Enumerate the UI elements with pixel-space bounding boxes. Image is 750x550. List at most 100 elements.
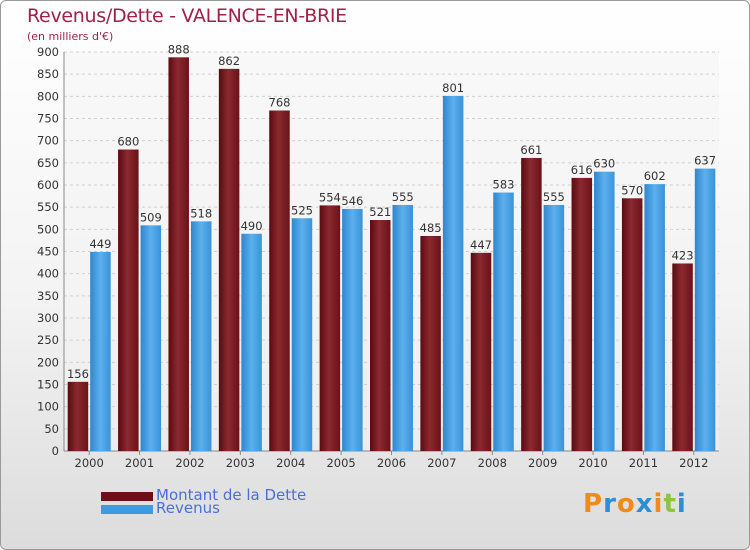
bar-dette — [420, 235, 441, 451]
bar-revenus — [90, 251, 111, 451]
bar-dette — [218, 68, 240, 451]
x-tick-label: 2006 — [377, 456, 406, 470]
x-tick-label: 2003 — [226, 456, 255, 470]
logo-letter: t — [663, 489, 677, 519]
y-tick-label: 600 — [37, 178, 59, 192]
bar-dette — [470, 252, 492, 451]
bar-dette — [521, 157, 542, 451]
legend-label-dette: Montant de la Dette — [156, 486, 307, 504]
logo-letter: r — [603, 489, 617, 519]
gridlines — [63, 51, 719, 452]
data-label: 546 — [341, 194, 363, 208]
proxiti-logo: Proxiti — [583, 489, 687, 519]
bar-revenus — [392, 204, 413, 451]
y-tick-label: 100 — [37, 400, 59, 414]
data-label: 509 — [140, 210, 162, 224]
legend-label-revenus: Revenus — [156, 499, 220, 517]
y-tick-label: 250 — [37, 333, 59, 347]
data-label: 554 — [319, 190, 341, 204]
x-tick-label: 2001 — [125, 456, 154, 470]
y-tick-label: 200 — [37, 355, 59, 369]
bar-revenus — [241, 233, 262, 451]
data-label: 583 — [493, 178, 515, 192]
y-tick-label: 800 — [37, 89, 59, 103]
bar-dette — [168, 57, 189, 451]
bar-revenus — [342, 208, 363, 451]
y-tick-label: 550 — [37, 200, 59, 214]
data-label: 661 — [520, 143, 542, 157]
bar-dette — [319, 205, 341, 451]
data-label: 570 — [621, 183, 643, 197]
data-label: 490 — [241, 219, 263, 233]
bar-revenus — [493, 192, 514, 451]
y-tick-label: 450 — [37, 245, 59, 259]
y-tick-label: 650 — [37, 156, 59, 170]
bar-dette — [672, 263, 693, 451]
logo-letter: i — [676, 489, 687, 519]
data-label: 862 — [218, 54, 240, 68]
data-label: 616 — [571, 163, 593, 177]
data-label: 555 — [392, 190, 414, 204]
y-tick-label: 850 — [37, 67, 59, 81]
bar-dette — [571, 177, 593, 451]
y-tick-label: 700 — [37, 134, 59, 148]
x-tick-label: 2007 — [427, 456, 456, 470]
bar-dette — [621, 198, 643, 451]
legend-swatch-revenus — [101, 505, 153, 514]
data-label: 521 — [369, 205, 391, 219]
y-tick-label: 750 — [37, 112, 59, 126]
bar-revenus — [190, 221, 212, 451]
y-tick-label: 0 — [52, 444, 59, 458]
y-tick-label: 50 — [44, 422, 59, 436]
data-label: 680 — [117, 135, 139, 149]
legend-swatch-dette — [101, 492, 153, 501]
bar-dette — [118, 149, 139, 452]
data-label: 768 — [269, 96, 291, 110]
data-label: 525 — [291, 203, 313, 217]
logo-letter: i — [653, 489, 664, 519]
logo-letter: o — [616, 489, 636, 519]
x-tick-label: 2000 — [75, 456, 104, 470]
logo-letter: P — [583, 489, 604, 519]
bar-dette — [67, 381, 89, 451]
y-tick-label: 350 — [37, 289, 59, 303]
data-label: 518 — [190, 206, 212, 220]
y-axis-ticks: 0 50 100 150 200 250 300 350 400 450 500 550 600 650 7… — [37, 45, 59, 458]
data-label: 447 — [470, 238, 492, 252]
data-label: 630 — [593, 157, 615, 171]
data-label: 602 — [644, 169, 666, 183]
x-tick-label: 2005 — [326, 456, 355, 470]
data-label: 801 — [442, 81, 464, 95]
x-tick-label: 2008 — [478, 456, 507, 470]
data-label: 156 — [67, 367, 89, 381]
bar-revenus — [543, 204, 565, 451]
bar-revenus — [694, 168, 716, 451]
y-tick-label: 500 — [37, 222, 59, 236]
bar-revenus — [644, 184, 665, 451]
data-label: 637 — [694, 154, 716, 168]
bar-revenus — [140, 225, 162, 451]
x-tick-label: 2004 — [276, 456, 305, 470]
x-tick-label: 2009 — [528, 456, 557, 470]
bar-revenus — [291, 218, 313, 451]
bar-dette — [269, 110, 290, 452]
bar-revenus — [442, 95, 464, 451]
bar-revenus — [594, 171, 615, 451]
x-tick-label: 2010 — [578, 456, 607, 470]
logo-letter: x — [635, 489, 654, 519]
y-tick-label: 150 — [37, 378, 59, 392]
data-label: 555 — [543, 190, 565, 204]
bars — [67, 57, 716, 452]
data-label: 888 — [168, 42, 190, 56]
x-tick-label: 2002 — [175, 456, 204, 470]
y-tick-label: 900 — [37, 45, 59, 59]
y-tick-label: 400 — [37, 267, 59, 281]
chart-subtitle: (en milliers d'€) — [27, 30, 114, 43]
chart-title: Revenus/Dette - VALENCE-EN-BRIE — [27, 5, 347, 27]
x-axis-ticks: 2000 2001 2002 2003 2004 2005 2006 2007 2008 2009… — [75, 451, 708, 470]
x-tick-label: 2012 — [679, 456, 708, 470]
y-tick-label: 300 — [37, 311, 59, 325]
